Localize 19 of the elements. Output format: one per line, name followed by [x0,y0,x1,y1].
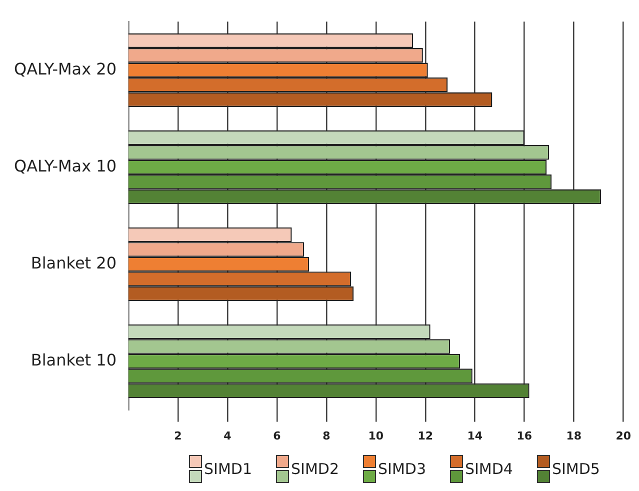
x-tick-label: 2 [174,429,182,442]
x-tick-label: 4 [224,429,232,442]
x-tick-label: 8 [322,429,330,442]
legend-label: SIMD4 [464,460,513,478]
x-tick-label: 16 [516,429,532,442]
legend-label: SIMD1 [204,460,252,478]
x-tick-label: 6 [273,429,282,442]
x-tick-label: 12 [418,429,434,442]
y-tick-label: QALY-Max 10 [14,156,116,176]
legend-label: SIMD5 [552,460,600,478]
y-tick-label: Blanket 20 [30,253,116,272]
x-tick-label: 10 [368,429,384,442]
y-tick-label: Blanket 10 [30,350,116,370]
x-tick-label: 20 [616,429,632,442]
legend-label: SIMD3 [378,460,426,478]
x-tick-label: 18 [566,429,582,442]
legend-label: SIMD2 [291,460,339,478]
y-tick-label: QALY-Max 20 [14,59,116,78]
x-tick-label: 14 [467,429,483,442]
